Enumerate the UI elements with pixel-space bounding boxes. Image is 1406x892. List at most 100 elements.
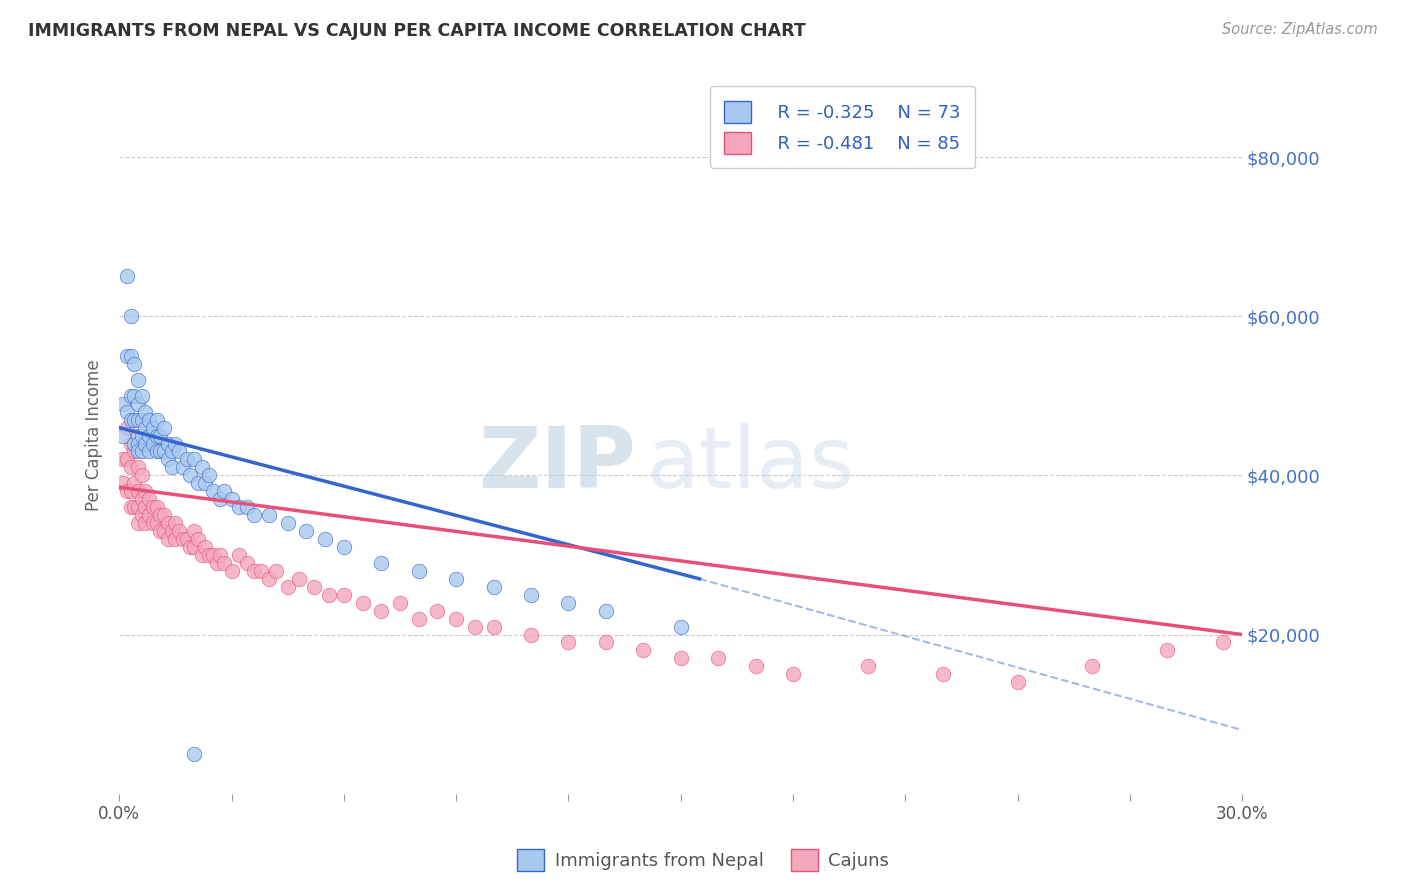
Point bbox=[633, 643, 655, 657]
Point bbox=[209, 548, 232, 562]
Point bbox=[250, 564, 273, 578]
Point bbox=[221, 492, 243, 507]
Point bbox=[388, 596, 411, 610]
Point bbox=[138, 412, 160, 426]
Point bbox=[187, 476, 209, 491]
Point bbox=[257, 508, 280, 523]
Point bbox=[744, 659, 766, 673]
Point bbox=[134, 500, 156, 515]
Point bbox=[127, 412, 149, 426]
Point bbox=[160, 524, 183, 538]
Point bbox=[120, 412, 142, 426]
Point bbox=[190, 548, 212, 562]
Point bbox=[111, 452, 134, 467]
Point bbox=[228, 548, 250, 562]
Point bbox=[122, 412, 145, 426]
Point bbox=[165, 532, 187, 546]
Point bbox=[122, 357, 145, 371]
Point bbox=[142, 516, 165, 530]
Point bbox=[153, 444, 176, 458]
Point bbox=[183, 540, 205, 554]
Point bbox=[235, 556, 257, 570]
Point bbox=[931, 667, 953, 681]
Point bbox=[209, 492, 232, 507]
Point bbox=[295, 524, 318, 538]
Point bbox=[557, 596, 579, 610]
Point bbox=[482, 580, 505, 594]
Point bbox=[228, 500, 250, 515]
Point bbox=[198, 548, 221, 562]
Point bbox=[142, 420, 165, 434]
Point bbox=[782, 667, 804, 681]
Point bbox=[595, 635, 617, 649]
Point bbox=[131, 389, 153, 403]
Point bbox=[134, 405, 156, 419]
Point bbox=[127, 373, 149, 387]
Point bbox=[520, 627, 543, 641]
Point bbox=[172, 460, 194, 475]
Point bbox=[520, 588, 543, 602]
Point bbox=[1156, 643, 1178, 657]
Point bbox=[127, 500, 149, 515]
Point bbox=[235, 500, 257, 515]
Point bbox=[127, 516, 149, 530]
Point bbox=[122, 389, 145, 403]
Point bbox=[111, 397, 134, 411]
Point bbox=[1081, 659, 1104, 673]
Point bbox=[156, 532, 179, 546]
Point bbox=[138, 444, 160, 458]
Point bbox=[120, 460, 142, 475]
Point bbox=[370, 604, 392, 618]
Point bbox=[221, 564, 243, 578]
Point bbox=[557, 635, 579, 649]
Point bbox=[153, 420, 176, 434]
Point bbox=[201, 484, 224, 499]
Point bbox=[165, 516, 187, 530]
Point bbox=[160, 444, 183, 458]
Point bbox=[464, 619, 486, 633]
Point bbox=[111, 428, 134, 442]
Legend: Immigrants from Nepal, Cajuns: Immigrants from Nepal, Cajuns bbox=[509, 842, 897, 879]
Point bbox=[134, 420, 156, 434]
Point bbox=[176, 452, 198, 467]
Point bbox=[707, 651, 730, 665]
Point bbox=[131, 468, 153, 483]
Point bbox=[205, 556, 228, 570]
Point bbox=[153, 524, 176, 538]
Point bbox=[127, 397, 149, 411]
Point bbox=[149, 524, 172, 538]
Point bbox=[138, 428, 160, 442]
Point bbox=[1007, 675, 1029, 690]
Legend:   R = -0.325    N = 73,   R = -0.481    N = 85: R = -0.325 N = 73, R = -0.481 N = 85 bbox=[710, 87, 974, 169]
Point bbox=[127, 460, 149, 475]
Point bbox=[856, 659, 879, 673]
Point bbox=[149, 444, 172, 458]
Point bbox=[288, 572, 311, 586]
Point bbox=[160, 460, 183, 475]
Point bbox=[669, 651, 692, 665]
Point bbox=[156, 452, 179, 467]
Point bbox=[333, 588, 356, 602]
Point bbox=[201, 548, 224, 562]
Point bbox=[179, 468, 201, 483]
Point bbox=[115, 452, 138, 467]
Point bbox=[145, 444, 167, 458]
Point bbox=[187, 532, 209, 546]
Text: Source: ZipAtlas.com: Source: ZipAtlas.com bbox=[1222, 22, 1378, 37]
Point bbox=[198, 468, 221, 483]
Point bbox=[120, 500, 142, 515]
Point bbox=[408, 564, 430, 578]
Point bbox=[1212, 635, 1234, 649]
Point bbox=[190, 460, 212, 475]
Point bbox=[115, 405, 138, 419]
Point bbox=[111, 476, 134, 491]
Point bbox=[131, 492, 153, 507]
Point bbox=[277, 516, 299, 530]
Point bbox=[127, 444, 149, 458]
Point bbox=[426, 604, 449, 618]
Point bbox=[127, 428, 149, 442]
Point bbox=[314, 532, 336, 546]
Point bbox=[595, 604, 617, 618]
Point bbox=[194, 476, 217, 491]
Point bbox=[194, 540, 217, 554]
